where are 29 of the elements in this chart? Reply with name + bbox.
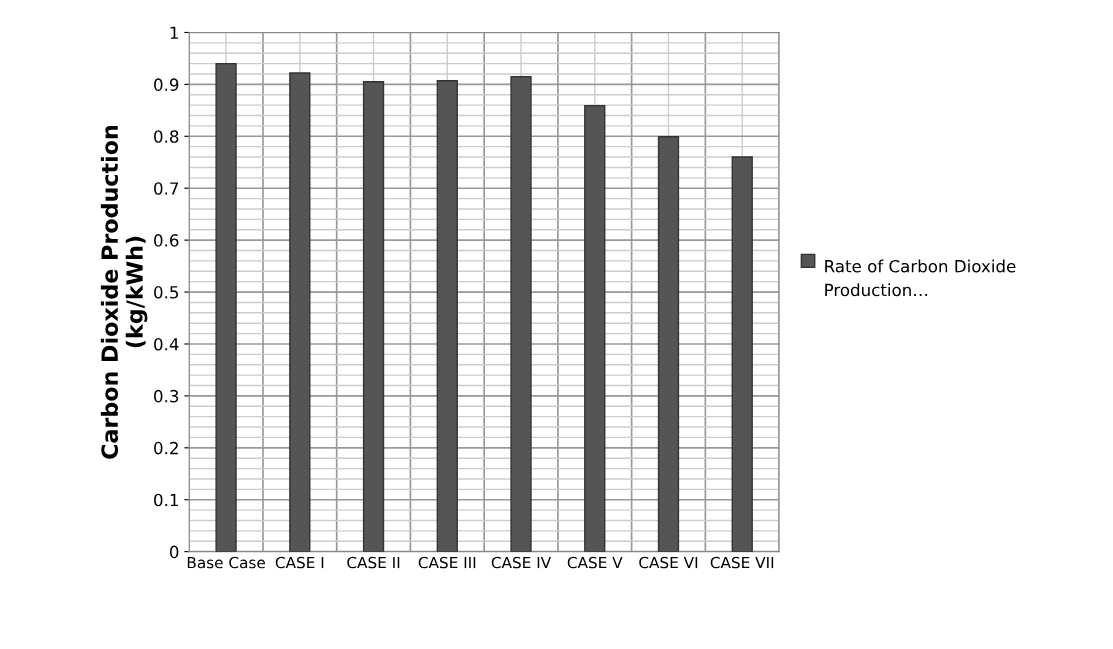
x-tick-label: CASE V: [567, 556, 623, 569]
x-tick-label: CASE II: [347, 556, 400, 569]
x-tick-label: CASE VII: [710, 556, 774, 569]
x-tick-label: CASE IV: [491, 556, 552, 569]
x-tick-label: Base Case: [187, 556, 265, 569]
bar: [362, 81, 385, 552]
y-axis-title: Carbon Dioxide Production (kg/kWh): [100, 125, 148, 459]
x-tick-label: CASE I: [275, 556, 324, 569]
y-tick-label: 0.8: [154, 130, 179, 143]
legend-label: Rate of Carbon Dioxide Production…: [825, 259, 1016, 297]
y-tick-label: 1: [170, 26, 178, 39]
y-tick-label: 0.2: [154, 441, 178, 455]
y-tick-label: 0.7: [154, 182, 179, 195]
bar: [215, 62, 237, 552]
y-tick-label: 0: [169, 545, 179, 559]
y-tick-label: 0.6: [154, 234, 179, 247]
x-tick-label: CASE III: [418, 556, 476, 569]
y-tick-label: 0.5: [154, 286, 179, 299]
bar: [289, 72, 311, 552]
bar: [731, 156, 753, 552]
bar: [657, 136, 680, 552]
bar: [584, 104, 606, 552]
y-tick-label: 0.3: [154, 389, 179, 403]
bar: [436, 80, 458, 552]
y-tick-label: 0.9: [154, 78, 179, 91]
x-tick-label: CASE VI: [639, 556, 698, 569]
bar: [510, 75, 532, 552]
y-tick-label: 0.4: [154, 337, 179, 351]
y-tick-label: 0.1: [154, 493, 178, 507]
